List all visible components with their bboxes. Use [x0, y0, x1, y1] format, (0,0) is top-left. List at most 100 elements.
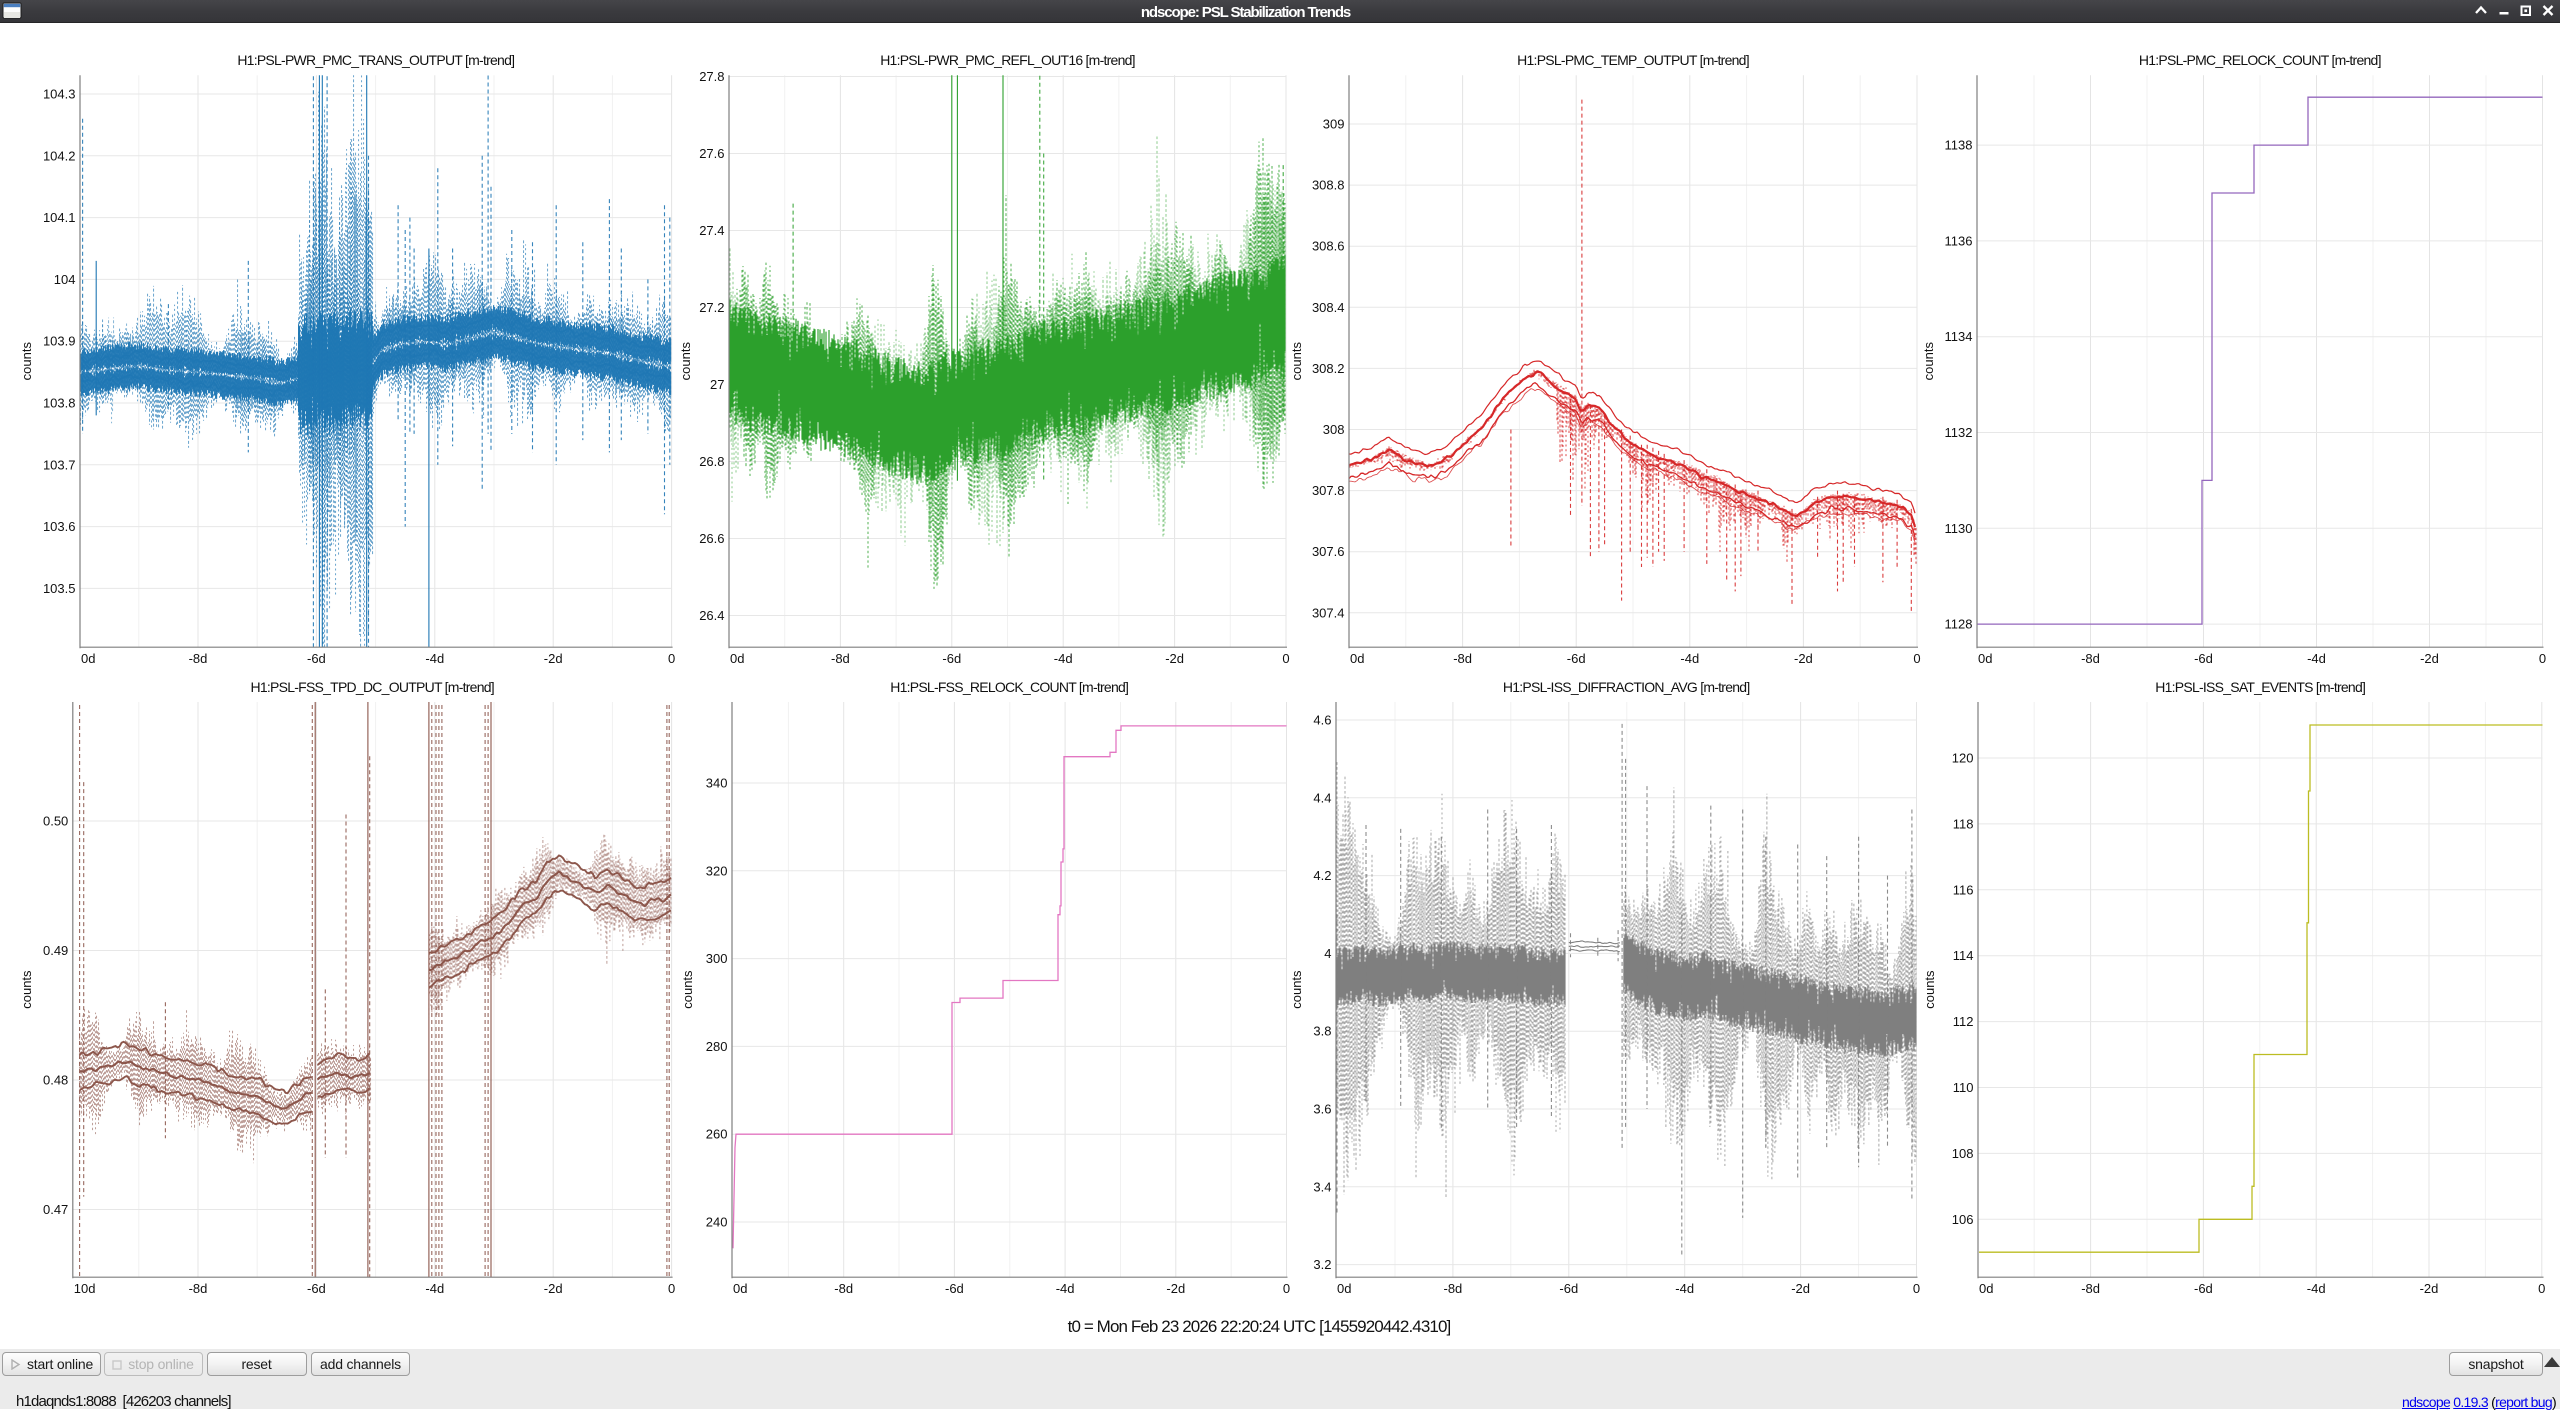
svg-text:1134: 1134	[1945, 329, 1973, 344]
svg-text:-4d: -4d	[1056, 1281, 1075, 1296]
svg-text:0d: 0d	[730, 651, 744, 666]
svg-text:27.4: 27.4	[699, 223, 724, 238]
svg-text:0: 0	[2538, 1281, 2545, 1296]
svg-text:-8d: -8d	[2081, 1281, 2100, 1296]
svg-text:-8d: -8d	[189, 651, 208, 666]
svg-text:1130: 1130	[1945, 521, 1973, 536]
svg-text:260: 260	[706, 1127, 728, 1142]
svg-text:-8d: -8d	[1453, 651, 1472, 666]
svg-text:104: 104	[54, 272, 76, 287]
svg-text:H1:PSL-ISS_SAT_EVENTS [m-trend: H1:PSL-ISS_SAT_EVENTS [m-trend]	[2155, 679, 2365, 695]
svg-text:103.5: 103.5	[43, 581, 76, 596]
svg-text:26.8: 26.8	[699, 454, 724, 469]
svg-text:-4d: -4d	[425, 1281, 444, 1296]
svg-text:0d: 0d	[1337, 1281, 1351, 1296]
svg-text:104.3: 104.3	[43, 87, 76, 102]
svg-text:0.47: 0.47	[43, 1202, 68, 1217]
svg-text:-2d: -2d	[1791, 1281, 1810, 1296]
svg-text:27.6: 27.6	[699, 146, 724, 161]
svg-text:27: 27	[710, 377, 724, 392]
svg-text:1136: 1136	[1945, 233, 1973, 248]
svg-text:-2d: -2d	[544, 1281, 563, 1296]
svg-text:3.2: 3.2	[1313, 1257, 1331, 1272]
svg-text:H1:PSL-PWR_PMC_REFL_OUT16 [m-t: H1:PSL-PWR_PMC_REFL_OUT16 [m-trend]	[880, 52, 1135, 68]
svg-text:counts: counts	[19, 342, 34, 381]
svg-text:-4d: -4d	[1680, 651, 1699, 666]
svg-text:-6d: -6d	[2194, 1281, 2213, 1296]
svg-text:309: 309	[1323, 117, 1345, 132]
svg-text:-4d: -4d	[1054, 651, 1073, 666]
svg-text:110: 110	[1953, 1080, 1974, 1095]
svg-text:26.4: 26.4	[699, 608, 724, 623]
svg-text:0: 0	[1913, 651, 1920, 666]
svg-text:H1:PSL-FSS_RELOCK_COUNT [m-tre: H1:PSL-FSS_RELOCK_COUNT [m-trend]	[890, 679, 1128, 695]
svg-text:-8d: -8d	[2081, 651, 2100, 666]
svg-text:120: 120	[1952, 751, 1974, 766]
svg-text:112: 112	[1953, 1014, 1974, 1029]
svg-text:0d: 0d	[1979, 1281, 1993, 1296]
svg-text:H1:PSL-PMC_RELOCK_COUNT [m-tre: H1:PSL-PMC_RELOCK_COUNT [m-trend]	[2139, 52, 2381, 68]
svg-text:0d: 0d	[81, 651, 95, 666]
svg-text:4.6: 4.6	[1313, 713, 1331, 728]
svg-text:4.2: 4.2	[1313, 868, 1331, 883]
svg-text:0.49: 0.49	[43, 943, 68, 958]
svg-text:counts: counts	[1289, 342, 1304, 381]
svg-text:1128: 1128	[1945, 617, 1973, 632]
svg-text:0.48: 0.48	[43, 1073, 68, 1088]
svg-text:320: 320	[706, 863, 728, 878]
svg-text:-2d: -2d	[2420, 1281, 2439, 1296]
svg-text:-4d: -4d	[1675, 1281, 1694, 1296]
svg-text:308: 308	[1323, 422, 1345, 437]
svg-text:-8d: -8d	[834, 1281, 853, 1296]
svg-text:103.9: 103.9	[43, 334, 76, 349]
svg-text:307.6: 307.6	[1312, 544, 1345, 559]
svg-text:4: 4	[1324, 946, 1331, 961]
svg-text:280: 280	[706, 1039, 728, 1054]
svg-text:118: 118	[1953, 816, 1974, 831]
svg-text:-6d: -6d	[1567, 651, 1586, 666]
svg-text:-2d: -2d	[1794, 651, 1813, 666]
svg-text:3.8: 3.8	[1313, 1024, 1331, 1039]
svg-text:-2d: -2d	[2420, 651, 2439, 666]
svg-text:104.1: 104.1	[43, 210, 76, 225]
svg-text:-6d: -6d	[1559, 1281, 1578, 1296]
svg-text:1138: 1138	[1945, 138, 1973, 153]
svg-text:0.50: 0.50	[43, 814, 68, 829]
svg-text:-6d: -6d	[942, 651, 961, 666]
svg-text:0: 0	[1282, 651, 1289, 666]
svg-text:27.8: 27.8	[699, 69, 724, 84]
svg-text:0: 0	[668, 1281, 675, 1296]
svg-text:counts: counts	[1921, 342, 1936, 381]
svg-text:-4d: -4d	[425, 651, 444, 666]
svg-text:-4d: -4d	[2307, 651, 2326, 666]
svg-text:116: 116	[1953, 882, 1974, 897]
svg-text:103.6: 103.6	[43, 519, 76, 534]
svg-text:-2d: -2d	[1166, 1281, 1185, 1296]
svg-text:counts: counts	[19, 970, 34, 1009]
svg-text:10d: 10d	[74, 1281, 96, 1296]
svg-text:104.2: 104.2	[43, 148, 76, 163]
svg-text:-8d: -8d	[831, 651, 850, 666]
svg-text:counts: counts	[1922, 970, 1937, 1009]
svg-text:0: 0	[2539, 651, 2546, 666]
svg-text:3.4: 3.4	[1313, 1179, 1331, 1194]
svg-text:-2d: -2d	[544, 651, 563, 666]
svg-text:0: 0	[1913, 1281, 1920, 1296]
svg-text:4.4: 4.4	[1313, 790, 1331, 805]
svg-text:H1:PSL-ISS_DIFFRACTION_AVG [m-: H1:PSL-ISS_DIFFRACTION_AVG [m-trend]	[1503, 679, 1750, 695]
svg-text:307.8: 307.8	[1312, 483, 1345, 498]
svg-text:26.6: 26.6	[699, 531, 724, 546]
svg-text:3.6: 3.6	[1313, 1102, 1331, 1117]
svg-text:308.2: 308.2	[1312, 361, 1345, 376]
svg-text:103.7: 103.7	[43, 457, 76, 472]
svg-text:H1:PSL-FSS_TPD_DC_OUTPUT [m-tr: H1:PSL-FSS_TPD_DC_OUTPUT [m-trend]	[250, 679, 493, 695]
svg-text:counts: counts	[678, 342, 693, 381]
svg-text:307.4: 307.4	[1312, 605, 1345, 620]
svg-text:308.6: 308.6	[1312, 239, 1345, 254]
svg-text:308.4: 308.4	[1312, 300, 1345, 315]
svg-text:27.2: 27.2	[699, 300, 724, 315]
svg-text:0: 0	[668, 651, 675, 666]
svg-text:340: 340	[706, 776, 728, 791]
svg-text:103.8: 103.8	[43, 396, 76, 411]
svg-text:114: 114	[1953, 948, 1974, 963]
